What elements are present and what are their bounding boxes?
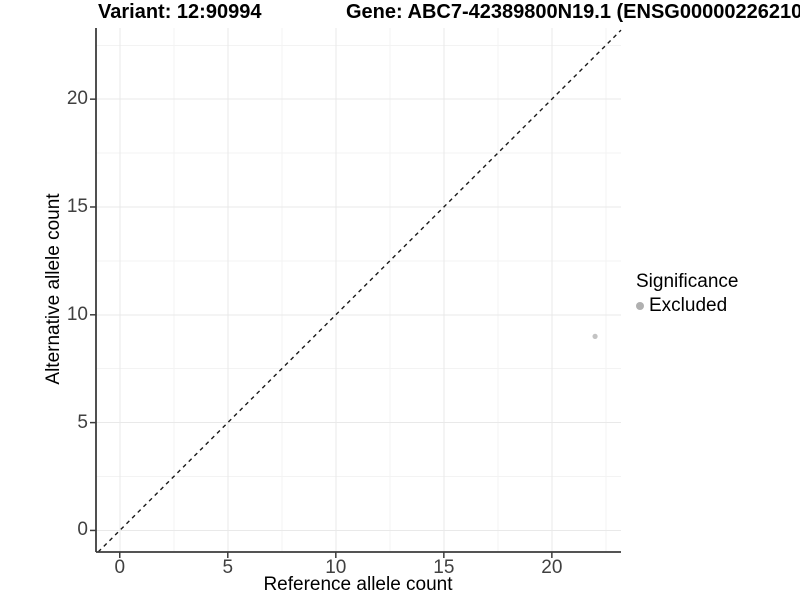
y-tick-label-5: 5	[77, 411, 88, 433]
x-axis-title: Reference allele count	[263, 574, 453, 595]
x-tick-label-10: 10	[325, 557, 347, 578]
gene-title: Gene: ABC7-42389800N19.1 (ENSG0000022621…	[346, 1, 800, 23]
x-tick-label-0: 0	[114, 557, 126, 578]
x-tick-label-15: 15	[433, 557, 455, 578]
data-point	[592, 333, 598, 339]
y-tick-label-10: 10	[66, 303, 88, 325]
y-tick-label-20: 20	[66, 88, 88, 110]
variant-title: Variant: 12:90994	[98, 1, 262, 23]
y-tick-label-0: 0	[77, 519, 88, 541]
legend-title: Significance	[636, 271, 739, 292]
legend: Significance Excluded	[636, 271, 738, 317]
y-axis-title: Alternative allele count	[43, 193, 64, 385]
legend-item-excluded: Excluded	[636, 295, 738, 317]
x-tick-label-20: 20	[541, 557, 563, 578]
y-tick-label-15: 15	[66, 195, 88, 217]
legend-item-label: Excluded	[649, 295, 728, 316]
x-tick-label-5: 5	[222, 557, 234, 578]
identity-line	[97, 29, 622, 553]
legend-point-icon	[636, 302, 644, 310]
